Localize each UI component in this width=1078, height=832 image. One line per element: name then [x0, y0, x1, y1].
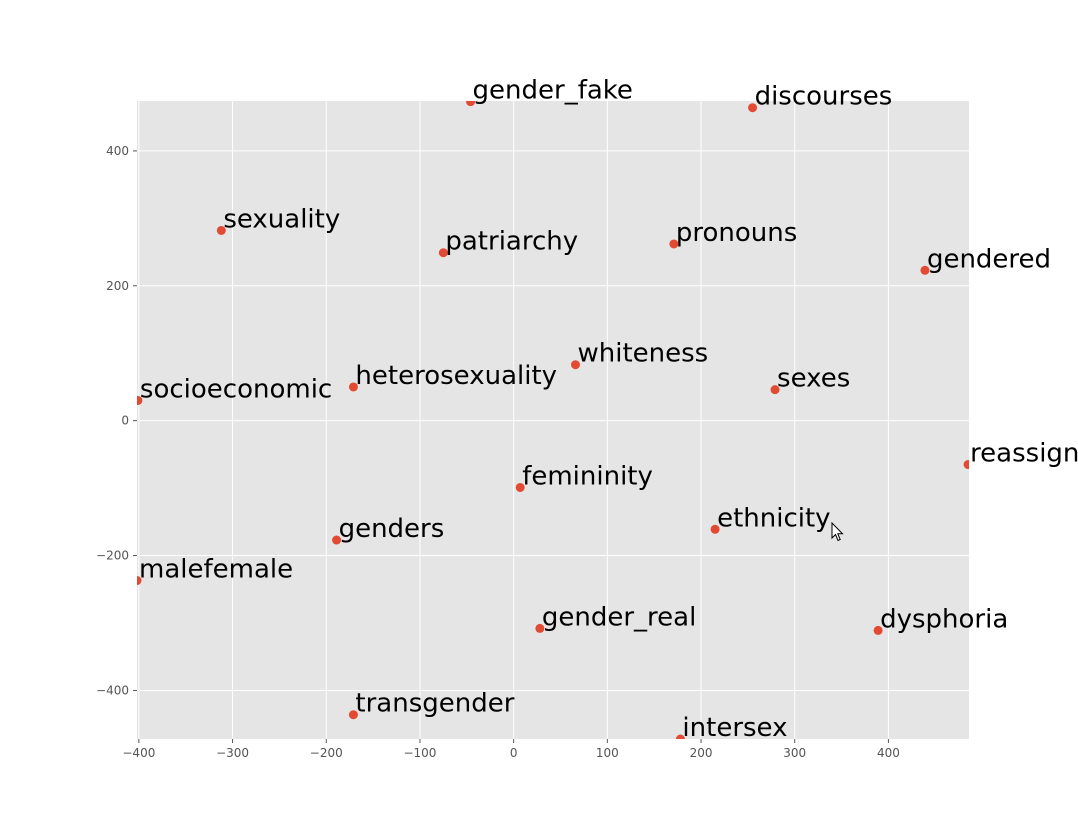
mouse-pointer-icon: [831, 522, 844, 542]
point-label: reassignment: [970, 439, 1078, 469]
point-label: sexuality: [223, 204, 340, 234]
y-tick-label: 0: [121, 414, 129, 428]
point-label: gendered: [927, 244, 1051, 274]
point-label: gender_fake: [473, 76, 633, 106]
point-label: dysphoria: [880, 604, 1008, 634]
point-label: ethnicity: [717, 503, 830, 533]
x-tick-label: 0: [510, 746, 518, 760]
data-point: [216, 225, 226, 235]
point-label: femininity: [522, 461, 653, 491]
point-label: transgender: [355, 689, 514, 719]
data-point: [535, 623, 545, 633]
data-point: [137, 576, 142, 586]
x-tick-label: −300: [216, 746, 249, 760]
y-tick-label: −400: [96, 683, 129, 697]
grid-lines: [137, 101, 969, 739]
y-tick-label: 200: [106, 279, 129, 293]
data-point: [873, 625, 883, 635]
data-point: [748, 103, 758, 113]
point-labels: gender_fake discourses sexuality patriarchy…: [139, 76, 1078, 743]
point-label: whiteness: [577, 339, 708, 369]
point-label: genders: [339, 514, 445, 544]
data-point: [466, 101, 476, 107]
x-tick-label: 200: [690, 746, 713, 760]
y-tick-label: −200: [96, 549, 129, 563]
point-label: heterosexuality: [355, 361, 557, 391]
data-point: [920, 265, 930, 275]
point-label: malefemale: [139, 555, 293, 585]
point-label: discourses: [755, 82, 893, 112]
data-point: [770, 385, 780, 395]
data-point: [675, 734, 685, 739]
data-point: [137, 395, 143, 405]
x-tick-label: −100: [403, 746, 436, 760]
x-tick-label: 300: [783, 746, 806, 760]
data-point: [963, 460, 969, 470]
data-point: [332, 535, 342, 545]
data-point: [570, 360, 580, 370]
point-label: gender_real: [542, 602, 696, 632]
point-label: sexes: [777, 364, 850, 394]
data-point: [348, 710, 358, 720]
data-point: [515, 482, 525, 492]
axis-ticks: −400 −300 −200 −100 0 100 200 300 400 −400 −200 0 20…: [96, 144, 900, 760]
point-label: socioeconomic: [140, 374, 332, 404]
x-tick-label: −200: [310, 746, 343, 760]
plot-background: [137, 101, 969, 739]
point-label: patriarchy: [445, 227, 578, 257]
x-tick-label: 400: [877, 746, 900, 760]
data-point: [348, 382, 358, 392]
point-label: intersex: [682, 713, 787, 743]
data-point: [669, 239, 679, 249]
data-point: [710, 524, 720, 534]
y-tick-label: 400: [106, 144, 129, 158]
point-label: pronouns: [676, 218, 797, 248]
data-point: [438, 248, 448, 258]
x-tick-label: −400: [122, 746, 155, 760]
x-tick-label: 100: [596, 746, 619, 760]
data-points: [137, 101, 969, 739]
